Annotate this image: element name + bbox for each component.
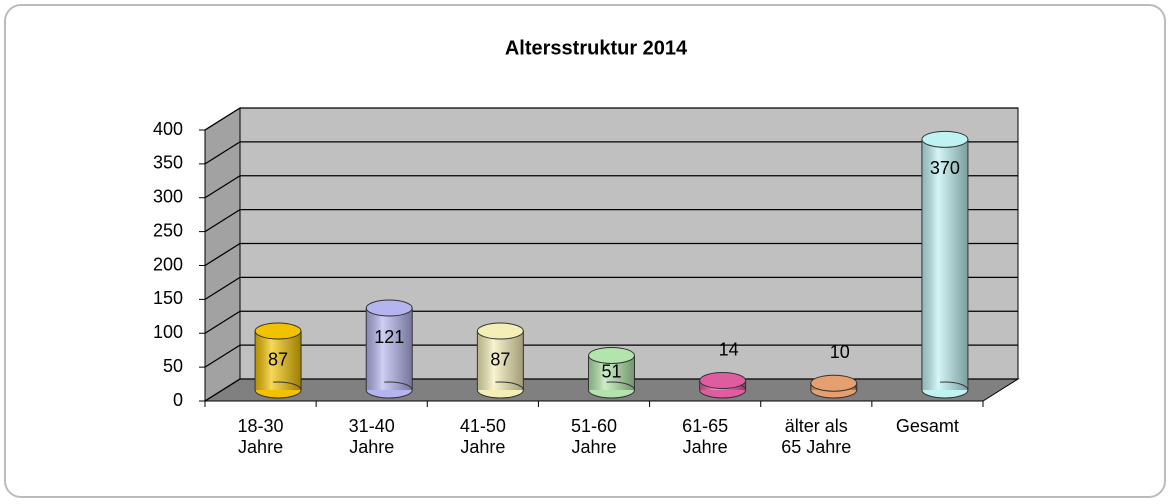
value-label: 370 bbox=[930, 158, 960, 178]
x-tick-label: Gesamt bbox=[895, 416, 959, 436]
grid-line-side bbox=[204, 276, 241, 300]
value-label: 87 bbox=[268, 349, 288, 369]
bar-shade bbox=[477, 331, 524, 390]
y-tick-label: 350 bbox=[153, 153, 183, 173]
x-tick-label: 18-30 Jahre bbox=[237, 416, 284, 457]
y-tick-label: 100 bbox=[153, 322, 183, 342]
grid-line-side bbox=[204, 141, 241, 165]
bar-top bbox=[254, 322, 302, 340]
bar bbox=[588, 346, 635, 399]
x-tick-label: 31-40 Jahre bbox=[348, 416, 395, 457]
bar bbox=[476, 322, 524, 399]
grid-line-side bbox=[204, 242, 241, 267]
x-tick-label: 61-65 Jahre bbox=[682, 416, 729, 457]
value-label: 10 bbox=[830, 342, 850, 362]
grid-line-side bbox=[204, 209, 241, 233]
bar-shade bbox=[366, 308, 413, 390]
y-tick-label: 150 bbox=[153, 288, 183, 308]
bar-top bbox=[588, 346, 635, 364]
grid-line-side bbox=[204, 107, 241, 131]
grid-line-side bbox=[204, 310, 241, 334]
value-label: 121 bbox=[374, 327, 404, 347]
y-tick-label: 300 bbox=[153, 187, 183, 207]
bar-shade bbox=[255, 331, 302, 390]
bar-top bbox=[810, 374, 858, 392]
grid-line-side bbox=[204, 344, 241, 368]
bar bbox=[254, 322, 302, 399]
bar bbox=[365, 299, 413, 399]
value-label: 51 bbox=[601, 361, 621, 381]
x-tick-label: 51-60 Jahre bbox=[570, 416, 618, 457]
grid-line-side bbox=[204, 378, 241, 402]
bar-shade bbox=[921, 139, 968, 390]
value-label: 14 bbox=[719, 339, 739, 359]
y-tick-label: 400 bbox=[153, 119, 183, 139]
y-tick-label: 200 bbox=[153, 254, 183, 274]
value-label: 87 bbox=[490, 349, 510, 369]
bar bbox=[810, 374, 858, 399]
bar bbox=[921, 130, 969, 399]
bar-top bbox=[921, 130, 969, 148]
bar-top bbox=[365, 299, 413, 317]
y-tick-label: 250 bbox=[153, 220, 183, 240]
x-tick-label: 41-50 Jahre bbox=[459, 416, 506, 457]
y-tick-label: 50 bbox=[163, 356, 183, 376]
x-tick-label: älter als 65 Jahre bbox=[781, 416, 852, 457]
y-tick-label: 0 bbox=[173, 390, 183, 410]
bar bbox=[699, 372, 747, 399]
chart-title: Altersstruktur 2014 bbox=[505, 37, 688, 59]
grid-line-side bbox=[204, 175, 241, 199]
bar-top bbox=[699, 372, 747, 390]
bar-top bbox=[476, 322, 524, 340]
